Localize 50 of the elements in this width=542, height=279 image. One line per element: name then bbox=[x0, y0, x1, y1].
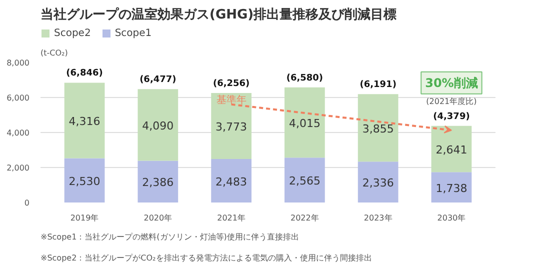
y-tick-label: 0 bbox=[24, 198, 30, 208]
bar bbox=[358, 162, 398, 202]
y-tick-label: 4,000 bbox=[6, 128, 30, 138]
bar bbox=[431, 172, 472, 202]
text: ※Scope1：当社グループの燃料(ガソリン・灯油等)使用に伴う直接排出 bbox=[40, 232, 299, 242]
data-label: 2,483 bbox=[216, 175, 248, 188]
data-label: 2,641 bbox=[436, 143, 468, 156]
x-tick-label: 2021年 bbox=[217, 214, 246, 222]
total-label: (6,256) bbox=[212, 79, 250, 90]
bar bbox=[138, 89, 178, 161]
bar bbox=[358, 94, 398, 162]
bar bbox=[284, 158, 325, 202]
text: ※Scope2：当社グループがCO₂を排出する発電方法による電気の購入・使用に伴う間接排出 bbox=[40, 254, 372, 262]
x-tick-label: 2022年 bbox=[290, 214, 319, 222]
data-label: 2,386 bbox=[142, 176, 174, 190]
bar bbox=[431, 126, 472, 172]
total-label: (6,191) bbox=[360, 80, 396, 90]
x-tick-label: 2030年 bbox=[437, 214, 466, 222]
data-label: 4,090 bbox=[142, 119, 174, 132]
x-tick-label: 2020年 bbox=[144, 214, 172, 222]
data-label: 3,773 bbox=[216, 120, 248, 134]
data-label: 2,565 bbox=[288, 174, 320, 188]
data-label: 4,015 bbox=[288, 116, 320, 130]
annotation: (2021年度比) bbox=[426, 96, 477, 106]
y-tick-label: 6,000 bbox=[6, 94, 30, 102]
bar bbox=[211, 93, 252, 160]
total-label: (4,379) bbox=[433, 112, 470, 122]
bar bbox=[64, 82, 105, 158]
legend-label: Scope1 bbox=[114, 27, 152, 39]
bar bbox=[138, 160, 178, 202]
x-tick-label: 2019年 bbox=[70, 214, 99, 222]
data-label: 2,336 bbox=[362, 176, 394, 190]
annotation: 30%削減 bbox=[425, 76, 478, 90]
bar bbox=[211, 159, 252, 202]
total-label: (6,580) bbox=[286, 73, 324, 84]
y-axis-title: (t-CO₂) bbox=[40, 48, 68, 58]
data-label: 3,855 bbox=[362, 122, 394, 136]
total-label: (6,477) bbox=[140, 75, 176, 86]
data-label: 1,738 bbox=[436, 182, 468, 195]
y-tick-label: 8,000 bbox=[6, 58, 30, 68]
chart-title: 当社グループの温室効果ガス(GHG)排出量推移及び削減目標 bbox=[40, 6, 397, 22]
legend-label: Scope2 bbox=[54, 27, 91, 39]
bar bbox=[64, 158, 105, 202]
x-tick-label: 2023年 bbox=[364, 214, 392, 222]
annotation: 基準年 bbox=[216, 94, 246, 106]
data-label: 4,316 bbox=[68, 114, 100, 128]
y-tick-label: 2,000 bbox=[6, 164, 30, 172]
total-label: (6,846) bbox=[66, 68, 103, 79]
data-label: 2,530 bbox=[68, 174, 100, 188]
bar bbox=[284, 87, 325, 158]
